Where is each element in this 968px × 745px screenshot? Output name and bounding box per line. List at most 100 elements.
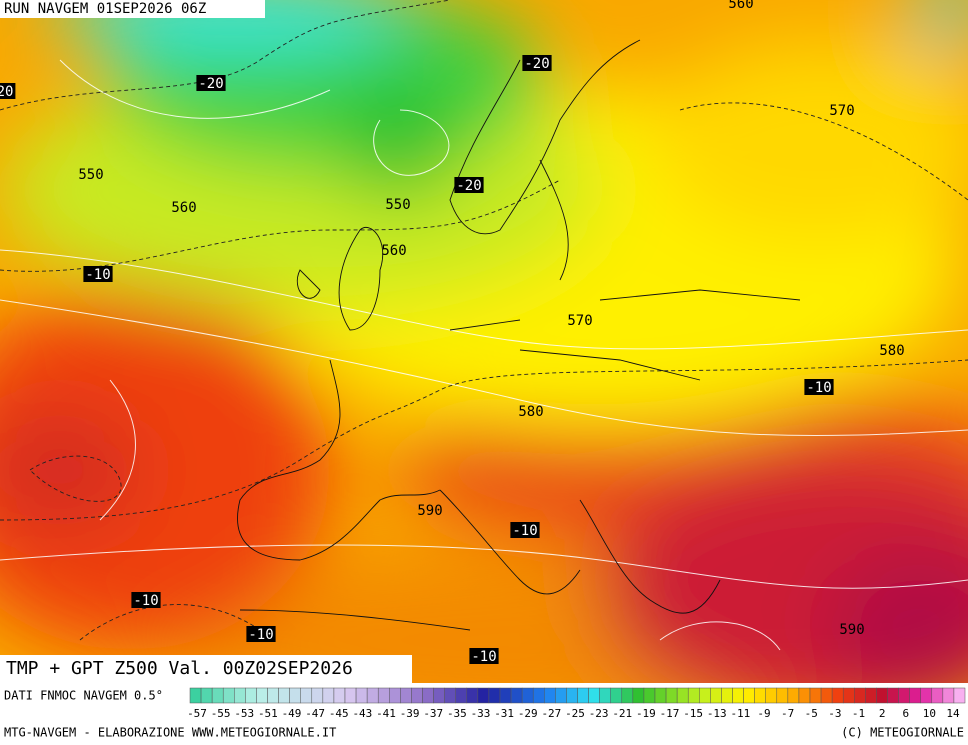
contour-label: -10 <box>85 267 110 283</box>
colorbar-label: -21 <box>612 707 632 720</box>
contour-label: 560 <box>381 243 406 259</box>
contour-label: 560 <box>171 200 196 216</box>
colorbar-label: -39 <box>400 707 420 720</box>
colorbar-label: -29 <box>518 707 538 720</box>
colorbar-cell <box>256 687 268 704</box>
colorbar-label: -7 <box>781 707 794 720</box>
colorbar-label: -49 <box>282 707 302 720</box>
contour-label: 590 <box>839 622 864 638</box>
legend-source: DATI FNMOC NAVGEM 0.5° <box>4 689 163 703</box>
label-box <box>510 522 540 538</box>
colorbar-cell <box>311 687 324 704</box>
label-box <box>522 55 552 71</box>
colorbar-cell <box>798 687 811 704</box>
colorbar-cell <box>776 687 789 704</box>
colorbar-cell <box>377 687 390 704</box>
colorbar-label: 6 <box>902 707 909 720</box>
colorbar-cell <box>544 687 556 704</box>
colorbar-cell <box>665 687 678 704</box>
colorbar-label: 14 <box>946 707 960 720</box>
contour-label: -10 <box>248 627 273 643</box>
colorbar-cell <box>521 687 534 704</box>
colorbar-label: -53 <box>234 707 254 720</box>
colorbar-label: -31 <box>494 707 514 720</box>
map-field <box>0 0 968 683</box>
colorbar-label: -3 <box>828 707 841 720</box>
temperature-field <box>0 0 968 683</box>
colorbar-cell <box>654 687 667 704</box>
contour-label: 560 <box>728 0 753 12</box>
colorbar-cell <box>820 687 833 704</box>
colorbar-label: 10 <box>923 707 936 720</box>
label-box <box>804 379 834 395</box>
colorbar-cell <box>898 687 910 704</box>
colorbar-cell <box>621 687 634 704</box>
contour-label: 580 <box>518 404 543 420</box>
colorbar-cell <box>477 687 490 704</box>
contour-label: 550 <box>78 167 103 183</box>
colorbar-cell <box>588 687 600 704</box>
colorbar-cell <box>400 687 412 704</box>
colorbar-label: -9 <box>757 707 770 720</box>
colorbar-cell <box>942 687 955 704</box>
header-box <box>0 0 265 18</box>
label-box <box>469 648 499 664</box>
caption-box <box>0 655 412 683</box>
colorbar-label: -19 <box>636 707 656 720</box>
contour-label: -10 <box>806 380 831 396</box>
colorbar-label: -33 <box>471 707 491 720</box>
colorbar-cell <box>444 687 456 704</box>
colorbar-cell <box>344 687 357 704</box>
contour-label: -10 <box>512 523 537 539</box>
colorbar-cell <box>222 687 235 704</box>
colorbar-label: -15 <box>683 707 703 720</box>
colorbar-cell <box>211 687 224 704</box>
colorbar-label: -37 <box>423 707 443 720</box>
colorbar-cell <box>787 687 800 704</box>
colorbar <box>189 687 966 704</box>
contour-label: 20 <box>0 84 13 100</box>
contour-labels: 560 570 -20 20 -20 550 560 -20 550 560 -10 570 580 -1… <box>0 0 905 665</box>
contour-label: -20 <box>524 56 549 72</box>
colorbar-cell <box>887 687 899 704</box>
colorbar-cell <box>931 687 944 704</box>
colorbar-label: -41 <box>376 707 396 720</box>
run-title: RUN NAVGEM 01SEP2026 06Z <box>4 1 206 17</box>
colorbar-cell <box>366 687 379 704</box>
colorbar-labels: -57 -55 -53 -51 -49 -47 -45 -43 -41 -39 -37 -35 -33-… <box>187 707 960 720</box>
colorbar-label: -57 <box>187 707 207 720</box>
contour-label: -20 <box>198 76 223 92</box>
colorbar-cell <box>488 687 501 704</box>
colorbar-cell <box>411 687 423 704</box>
colorbar-label: -43 <box>352 707 372 720</box>
colorbar-label: -51 <box>258 707 278 720</box>
footer-right: (C) METEOGIORNALE <box>841 726 964 740</box>
colorbar-cell <box>466 687 479 704</box>
colorbar-label: -23 <box>589 707 609 720</box>
colorbar-label: -27 <box>541 707 561 720</box>
colorbar-cell <box>455 687 468 704</box>
colorbar-label: -25 <box>565 707 585 720</box>
contour-label: 550 <box>385 197 410 213</box>
colorbar-cell <box>333 687 346 704</box>
colorbar-cell <box>710 687 722 704</box>
colorbar-cell <box>433 687 445 704</box>
contour-label: 570 <box>829 103 854 119</box>
colorbar-cell <box>632 687 645 704</box>
colorbar-cell <box>300 687 313 704</box>
colorbar-label: -1 <box>852 707 865 720</box>
colorbar-label: -13 <box>707 707 727 720</box>
colorbar-cell <box>765 687 778 704</box>
colorbar-label: -17 <box>660 707 680 720</box>
colorbar-label: -11 <box>730 707 750 720</box>
colorbar-cell <box>510 687 523 704</box>
footer-left: MTG-NAVGEM - ELABORAZIONE WWW.METEOGIORN… <box>4 726 336 740</box>
label-box <box>131 592 161 608</box>
colorbar-label: 2 <box>879 707 886 720</box>
contour-label: 580 <box>879 343 904 359</box>
colorbar-cell <box>278 687 290 704</box>
colorbar-label: -55 <box>211 707 231 720</box>
colorbar-cell <box>920 687 933 704</box>
label-box <box>246 626 276 642</box>
